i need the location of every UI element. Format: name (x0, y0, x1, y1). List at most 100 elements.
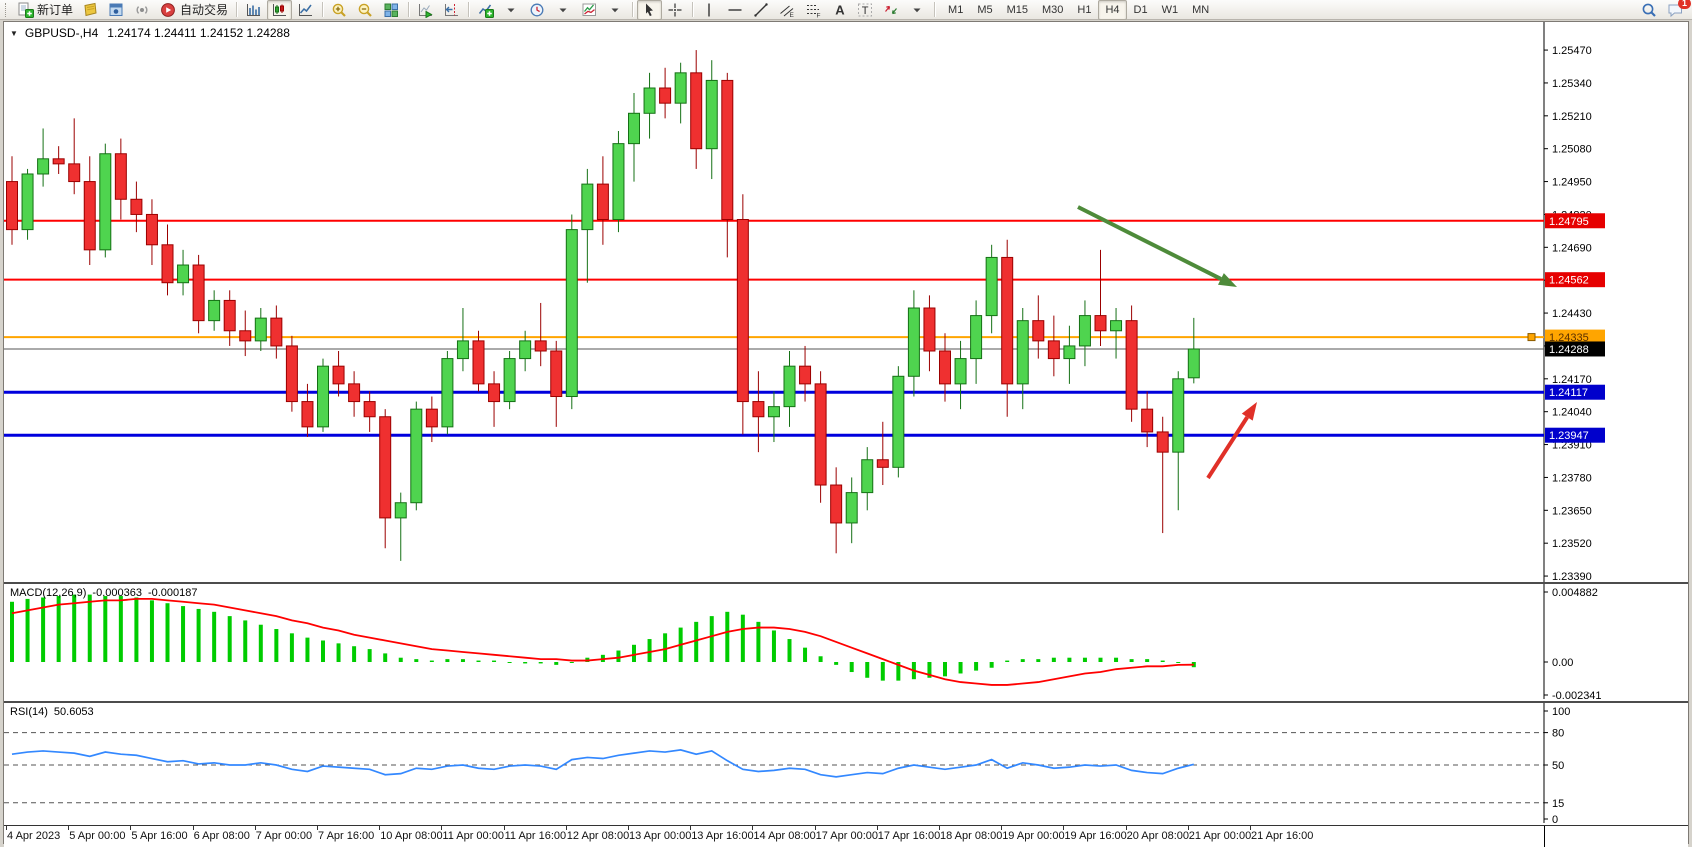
crosshair-button[interactable] (663, 0, 688, 20)
collapse-caret-icon[interactable]: ▼ (10, 28, 18, 38)
svg-text:0: 0 (1552, 814, 1558, 823)
time-label: 17 Apr 00:00 (815, 830, 878, 842)
macd-name: MACD(12,26,9) (10, 587, 87, 599)
doc-plus-icon (18, 2, 34, 18)
time-tick (814, 826, 816, 830)
zoom-in-button[interactable] (327, 0, 352, 20)
chart-candles-icon (273, 3, 287, 16)
toolbar-separator (468, 2, 470, 17)
crosshair-icon (668, 3, 682, 16)
macd-panel[interactable]: MACD(12,26,9) -0.000363 -0.000187 0.0048… (4, 582, 1688, 701)
time-tick (565, 826, 567, 830)
macd-value-signal: -0.000187 (147, 587, 198, 599)
autotrading-button[interactable]: 自动交易 (156, 0, 232, 20)
toolbar-separator (934, 2, 936, 17)
rsi-chart[interactable]: 100 80 50 15 0 (4, 703, 1688, 823)
caret-icon (507, 8, 515, 12)
templates-button[interactable] (577, 0, 602, 20)
svg-text:1.23390: 1.23390 (1552, 571, 1592, 582)
time-tick (1125, 826, 1127, 830)
community-button[interactable] (104, 0, 129, 20)
timeframe-W1[interactable]: W1 (1161, 3, 1179, 16)
caret-icon (913, 8, 921, 12)
timeframe-M1[interactable]: M1 (948, 3, 964, 16)
autotrade-icon (161, 2, 175, 17)
macd-label: MACD(12,26,9) -0.000363 -0.000187 (10, 587, 198, 599)
time-label: 21 Apr 00:00 (1188, 830, 1252, 842)
time-label: 14 Apr 08:00 (753, 830, 816, 842)
time-tick (317, 826, 318, 830)
horizontal-line-button[interactable] (723, 0, 748, 20)
candlestick-chart[interactable]: 1.254701.253401.252101.250801.249501.248… (4, 22, 1688, 582)
symbol-period-label: GBPUSD-,H4 (24, 26, 99, 40)
indicators-menu-button[interactable] (499, 0, 524, 20)
candlestick-chart-button[interactable] (267, 0, 293, 20)
ohlc-readout: 1.24174 1.24411 1.24152 1.24288 (107, 26, 290, 40)
chart-shift-button[interactable] (439, 0, 464, 20)
tile-icon (384, 3, 399, 17)
timeframe-M30[interactable]: M30 (1042, 3, 1064, 16)
market-depth-button[interactable] (78, 0, 103, 20)
search-button[interactable] (1637, 0, 1662, 20)
line-chart-button[interactable] (293, 0, 318, 20)
hline-icon (728, 8, 742, 11)
timeframe-MN[interactable]: MN (1192, 3, 1210, 16)
svg-text:0.004882: 0.004882 (1552, 587, 1598, 599)
svg-text:1.24040: 1.24040 (1552, 407, 1592, 419)
equidistant-channel-button[interactable]: E (775, 0, 800, 20)
tile-windows-button[interactable] (379, 0, 404, 20)
time-axis[interactable]: 4 Apr 2023 5 Apr 00:00 5 Apr 16:00 6 Apr 08… (4, 825, 1688, 847)
periods-button[interactable] (525, 0, 550, 20)
green-trend-arrow[interactable] (1077, 205, 1237, 287)
toolbar-grip[interactable] (5, 2, 9, 17)
bar-chart-button[interactable] (241, 0, 266, 20)
red-trend-arrow[interactable] (1206, 402, 1257, 480)
new-order-button[interactable]: 新订单 (13, 0, 77, 20)
svg-text:1.25210: 1.25210 (1552, 111, 1592, 123)
svg-text:T: T (862, 5, 869, 17)
templates-icon (582, 3, 597, 16)
svg-text:1.23520: 1.23520 (1552, 538, 1592, 550)
indicators-button[interactable] (473, 0, 498, 20)
toolbar-separator (632, 2, 634, 17)
svg-text:1.24690: 1.24690 (1552, 242, 1592, 254)
timeframe-D1[interactable]: D1 (1133, 3, 1148, 16)
time-tick (939, 826, 940, 830)
price-chart-panel[interactable]: ▼ GBPUSD-,H4 1.24174 1.24411 1.24152 1.2… (4, 22, 1688, 582)
svg-text:1.23947: 1.23947 (1549, 430, 1589, 442)
signals-button[interactable] (130, 0, 155, 20)
chartshift-icon (445, 3, 459, 16)
notifications-button[interactable]: 1 (1663, 0, 1691, 20)
time-tick (192, 826, 194, 830)
periods-menu-button[interactable] (551, 0, 576, 20)
svg-text:1.25470: 1.25470 (1552, 45, 1592, 57)
timeframe-M15[interactable]: M15 (1006, 3, 1028, 16)
zoom-out-button[interactable] (353, 0, 378, 20)
arrows-menu-button[interactable] (905, 0, 930, 20)
notification-badge: 1 (1678, 0, 1691, 9)
arrows-button[interactable] (879, 0, 904, 20)
time-tick (68, 826, 70, 830)
timeframe-H1[interactable]: H1 (1077, 3, 1092, 16)
fibonacci-button[interactable]: F (801, 0, 826, 20)
hline-1.24335[interactable] (4, 333, 1544, 342)
rsi-name: RSI(14) (10, 706, 48, 718)
time-tick (1063, 826, 1065, 830)
text-button[interactable]: A (827, 0, 852, 20)
templates-menu-button[interactable] (603, 0, 628, 20)
time-tick (130, 826, 132, 830)
svg-text:1.24795: 1.24795 (1549, 216, 1589, 228)
time-tick (628, 826, 629, 830)
vertical-line-button[interactable] (697, 0, 722, 20)
cursor-button[interactable] (637, 0, 663, 20)
svg-text:100: 100 (1552, 706, 1570, 718)
timeframe-H4[interactable]: H4 (1098, 0, 1127, 20)
auto-scroll-button[interactable] (413, 0, 438, 20)
time-label: 17 Apr 16:00 (877, 830, 941, 842)
macd-chart[interactable]: 0.004882 0.00 -0.002341 (4, 584, 1688, 699)
rsi-panel[interactable]: RSI(14) 50.6053 100 80 50 15 0 (4, 701, 1688, 825)
time-label: 11 Apr 16:00 (504, 830, 567, 842)
trendline-button[interactable] (749, 0, 774, 20)
timeframe-M5[interactable]: M5 (977, 3, 993, 16)
text-label-button[interactable]: T (853, 0, 878, 20)
